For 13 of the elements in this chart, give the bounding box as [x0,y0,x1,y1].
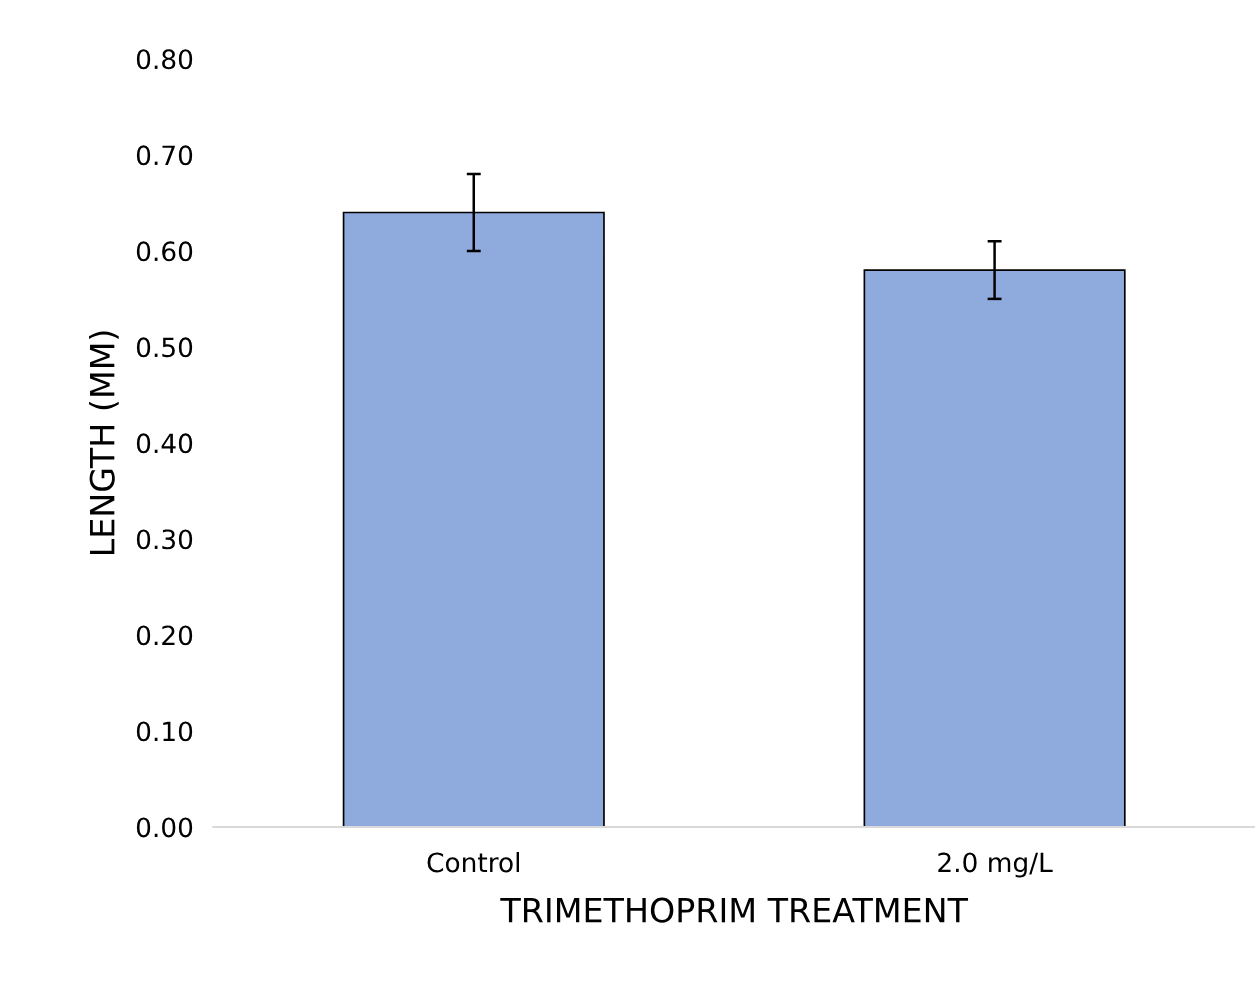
y-tick-label: 0.40 [136,433,193,454]
y-tick-label: 0.60 [136,241,193,262]
y-tick-label: 0.30 [136,529,193,550]
y-axis-title: LENGTH (MM) [89,331,119,555]
y-tick-label: 0.10 [136,721,193,742]
y-tick-label: 0.20 [136,625,193,646]
x-tick-label: Control [427,851,519,873]
x-axis-title: TRIMETHOPRIM TREATMENT [500,897,969,923]
y-tick-label: 0.00 [136,817,193,838]
y-tick-label: 0.80 [136,49,193,70]
y-tick-label: 0.70 [136,145,193,166]
x-tick-label: 2.0 mg/L [938,852,1053,878]
y-tick-label: 0.50 [136,337,193,358]
